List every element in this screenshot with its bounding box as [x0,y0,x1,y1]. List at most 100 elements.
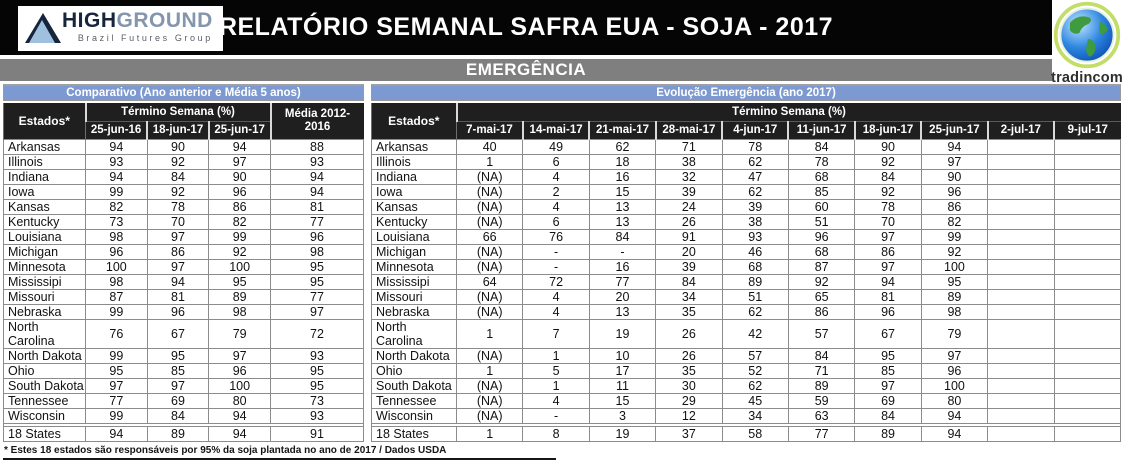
value-cell [987,168,1055,185]
value-cell: 95 [270,273,364,290]
table-row: Louisiana 98 97 99 96 [3,228,364,245]
value-cell: 89 [854,425,922,442]
globe-icon [1053,1,1121,69]
value-cell: 15 [588,183,657,200]
value-cell: 20 [588,288,657,305]
value-cell: 11 [588,377,657,394]
value-cell: 92 [854,153,922,170]
state-cell: Illinois [3,153,86,170]
value-cell: 99 [920,228,989,245]
value-cell: 93 [721,228,789,245]
date-column-header: 25-jun-17 [920,121,988,139]
state-cell: Kentucky [3,213,86,230]
value-cell: - [588,243,657,260]
value-cell: 1 [522,347,590,364]
date-column-header: 2-jul-17 [986,121,1055,139]
value-cell: 87 [85,288,148,305]
value-cell: 77 [270,213,364,230]
value-cell: 97 [920,347,989,364]
value-cell: 77 [588,273,657,290]
table-row: Wisconsin (NA) -3 12 34 63 84 94 [371,407,1122,424]
table-row: Kentucky 73 70 82 77 [3,213,364,230]
value-cell: 95 [270,258,364,275]
value-cell: 94 [146,273,210,290]
value-cell: 4 [522,303,590,320]
value-cell: 96 [208,362,271,379]
value-cell: (NA) [455,168,524,185]
value-cell [987,228,1055,245]
value-cell: 18 [588,153,657,170]
value-cell: 98 [85,273,148,290]
table-row: Louisiana 66 76 84 91 93 96 97 99 [371,228,1122,245]
value-cell: 84 [146,407,210,424]
value-cell: 66 [455,228,524,245]
value-cell: 40 [455,138,524,155]
value-cell [987,258,1055,275]
state-cell: South Dakota [3,377,86,394]
value-cell: 87 [787,258,856,275]
table-row: South Dakota 97 97 100 95 [3,377,364,394]
value-cell: 80 [208,392,271,409]
value-cell: 64 [455,273,524,290]
value-cell: 1 [455,318,524,349]
value-cell: 99 [85,183,148,200]
value-cell: 94 [85,138,148,155]
logo-subtitle: Brazil Futures Group [77,33,213,43]
value-cell: 94 [270,183,364,200]
table-row: Missouri 87 81 89 77 [3,288,364,305]
value-cell [987,347,1055,364]
date-column-header: 7-mai-17 [455,121,523,139]
state-cell: Wisconsin [371,407,457,424]
value-cell: 95 [920,273,989,290]
value-cell [987,243,1055,260]
value-cell [987,213,1055,230]
state-cell: Wisconsin [3,407,86,424]
value-cell [1053,303,1122,320]
date-column-header: 28-mai-17 [654,121,723,139]
table-row: Kentucky (NA) 6 13 26 38 51 70 82 [371,213,1122,230]
value-cell: 97 [270,303,364,320]
value-cell: 92 [787,273,856,290]
table-row: Ohio 1 5 17 35 52 71 85 96 [371,362,1122,379]
state-cell: North Dakota [3,347,86,364]
value-cell: 85 [787,183,856,200]
value-cell [987,303,1055,320]
value-cell: 42 [721,318,789,349]
value-cell: 72 [522,273,590,290]
value-cell: 93 [270,407,364,424]
value-cell: 26 [655,213,723,230]
value-cell: 26 [655,318,723,349]
value-cell: 4 [522,288,590,305]
value-cell: 95 [270,362,364,379]
table-row: Iowa 99 92 96 94 [3,183,364,200]
section-title: EMERGÊNCIA [465,60,587,79]
state-cell: Nebraska [371,303,457,320]
value-cell: (NA) [455,258,524,275]
evolucao-table: Estados* Término Semana (%) 7-mai-17 14-mai… [371,103,1122,442]
state-cell: Illinois [371,153,457,170]
state-cell: 18 States [3,425,86,442]
value-cell: 97 [208,347,271,364]
value-cell: (NA) [455,183,524,200]
value-cell: 47 [721,168,789,185]
state-cell: Iowa [3,183,86,200]
value-cell [987,183,1055,200]
value-cell: 58 [721,425,789,442]
value-cell: 94 [854,273,922,290]
state-cell: Nebraska [3,303,86,320]
value-cell: 62 [721,303,789,320]
value-cell: 94 [208,407,271,424]
logo-ground-text: GROUND [116,9,213,32]
value-cell: 90 [146,138,210,155]
value-cell: 98 [920,303,989,320]
state-cell: Ohio [371,362,457,379]
value-cell [1053,392,1122,409]
value-cell: 92 [208,243,271,260]
value-cell: 91 [655,228,723,245]
value-cell: 62 [721,377,789,394]
value-cell: 89 [721,273,789,290]
value-cell: 5 [522,362,590,379]
value-cell [987,138,1055,155]
value-cell: 96 [270,228,364,245]
value-cell: 35 [655,362,723,379]
